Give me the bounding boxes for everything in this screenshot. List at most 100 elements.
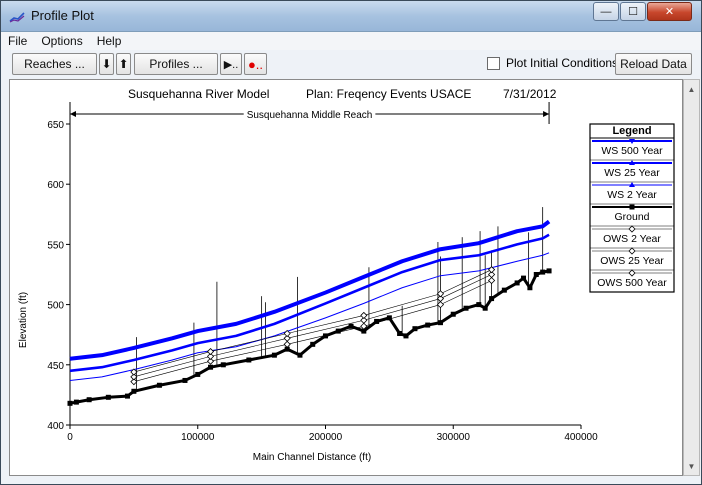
y-tick-label: 600 bbox=[47, 180, 64, 191]
chart-legend: Legend WS 500 Year WS 25 Year WS 2 Year Gro… bbox=[589, 123, 675, 293]
data-point bbox=[271, 352, 277, 358]
toolbar: Reaches ... ⬇ ⬆ Profiles ... ▶.. ●.. Plo… bbox=[1, 51, 701, 77]
data-point bbox=[130, 378, 138, 386]
plot-initial-conditions-label: Plot Initial Conditions bbox=[506, 56, 619, 70]
data-point bbox=[450, 311, 456, 317]
legend-marker bbox=[629, 204, 635, 210]
series-line bbox=[69, 219, 551, 361]
legend-marker bbox=[628, 247, 636, 255]
reaches-button[interactable]: Reaches ... bbox=[12, 53, 97, 75]
data-point bbox=[208, 364, 214, 370]
up-arrow-icon: ⬆ bbox=[118, 57, 129, 71]
x-tick-label: 200000 bbox=[309, 432, 343, 443]
record-button[interactable]: ●.. bbox=[244, 53, 267, 75]
legend-label: WS 500 Year bbox=[601, 145, 663, 157]
data-point bbox=[130, 368, 138, 376]
profile-plot-area[interactable]: Susquehanna River Model Plan: Freqency E… bbox=[9, 79, 683, 476]
y-axis-label: Elevation (ft) bbox=[18, 292, 29, 348]
reach-arrow-left bbox=[70, 111, 76, 117]
scroll-up-icon[interactable]: ▲ bbox=[687, 84, 696, 94]
data-point bbox=[533, 272, 539, 277]
series-line bbox=[133, 280, 492, 382]
data-point bbox=[482, 305, 488, 311]
vertical-scrollbar[interactable]: ▲ ▼ bbox=[683, 79, 700, 476]
profile-chart-icon bbox=[9, 9, 25, 23]
chart-title-date: 7/31/2012 bbox=[503, 87, 557, 101]
data-point bbox=[206, 352, 215, 360]
series-line bbox=[69, 269, 550, 405]
data-point bbox=[105, 394, 111, 400]
x-tick-label: 100000 bbox=[181, 432, 215, 443]
y-tick-label: 400 bbox=[47, 421, 64, 432]
reach-label: Susquehanna Middle Reach bbox=[247, 110, 373, 121]
legend-label: OWS 25 Year bbox=[600, 255, 664, 267]
plot-initial-conditions-checkbox[interactable] bbox=[487, 56, 500, 70]
data-point bbox=[283, 334, 291, 342]
scroll-down-icon[interactable]: ▼ bbox=[687, 461, 696, 471]
data-point bbox=[156, 382, 162, 388]
legend-label: WS 25 Year bbox=[604, 167, 660, 179]
menu-help[interactable]: Help bbox=[96, 34, 122, 48]
title-bar[interactable]: Profile Plot — ☐ ✕ bbox=[1, 1, 701, 32]
legend-marker bbox=[629, 139, 635, 144]
series-ground bbox=[67, 268, 552, 406]
data-point bbox=[412, 326, 418, 332]
close-button[interactable]: ✕ bbox=[647, 2, 692, 21]
data-point bbox=[182, 377, 188, 383]
data-point bbox=[246, 357, 252, 363]
data-point bbox=[488, 276, 496, 285]
data-point bbox=[425, 322, 431, 328]
data-point bbox=[86, 397, 92, 403]
data-point bbox=[335, 328, 341, 334]
legend-marker bbox=[628, 269, 636, 277]
plot-initial-conditions-option[interactable]: Plot Initial Conditions bbox=[487, 56, 618, 70]
move-down-button[interactable]: ⬇ bbox=[99, 53, 114, 75]
data-point bbox=[73, 399, 79, 405]
series-line bbox=[69, 233, 550, 373]
data-point bbox=[436, 290, 445, 298]
data-point bbox=[360, 316, 368, 324]
data-point bbox=[67, 400, 73, 406]
reload-data-button[interactable]: Reload Data bbox=[615, 53, 692, 75]
data-point bbox=[476, 302, 482, 308]
data-point bbox=[360, 311, 368, 320]
legend-item: WS 2 Year bbox=[590, 182, 674, 205]
legend-item: OWS 500 Year bbox=[592, 269, 672, 289]
series-ows-500-year bbox=[130, 266, 496, 376]
profile-chart: Susquehanna River Model Plan: Freqency E… bbox=[18, 87, 675, 463]
data-point bbox=[488, 270, 496, 279]
profiles-button[interactable]: Profiles ... bbox=[134, 53, 218, 75]
data-point bbox=[220, 362, 226, 368]
series-line bbox=[133, 269, 492, 373]
x-tick-label: 0 bbox=[67, 432, 73, 443]
series-ows-2-year bbox=[130, 276, 496, 386]
data-point bbox=[374, 318, 380, 324]
menu-file[interactable]: File bbox=[8, 34, 28, 48]
record-icon: ●.. bbox=[247, 56, 264, 72]
data-point bbox=[489, 296, 495, 302]
play-icon: ▶.. bbox=[223, 58, 239, 71]
data-point bbox=[206, 347, 215, 356]
animate-button[interactable]: ▶.. bbox=[220, 53, 242, 75]
data-point bbox=[437, 320, 443, 326]
series-ws-25-year bbox=[69, 233, 550, 373]
legend-label: OWS 500 Year bbox=[597, 277, 667, 289]
maximize-button[interactable]: ☐ bbox=[620, 2, 646, 21]
reach-arrow-right bbox=[543, 111, 550, 117]
data-point bbox=[521, 275, 527, 281]
reach-label-bg bbox=[243, 109, 376, 122]
reach-extent-marker bbox=[69, 102, 550, 124]
data-point bbox=[283, 340, 291, 348]
legend-label: OWS 2 Year bbox=[603, 233, 661, 245]
move-up-button[interactable]: ⬆ bbox=[116, 53, 131, 75]
chart-title-plan: Plan: Freqency Events USACE bbox=[306, 87, 471, 101]
data-point bbox=[397, 330, 403, 336]
series-line bbox=[69, 252, 550, 381]
y-tick-label: 500 bbox=[47, 301, 64, 312]
legend-item: WS 500 Year bbox=[590, 139, 674, 161]
x-tick-label: 400000 bbox=[564, 432, 598, 443]
menu-options[interactable]: Options bbox=[41, 34, 83, 48]
minimize-button[interactable]: — bbox=[593, 2, 619, 21]
data-point bbox=[360, 322, 368, 330]
